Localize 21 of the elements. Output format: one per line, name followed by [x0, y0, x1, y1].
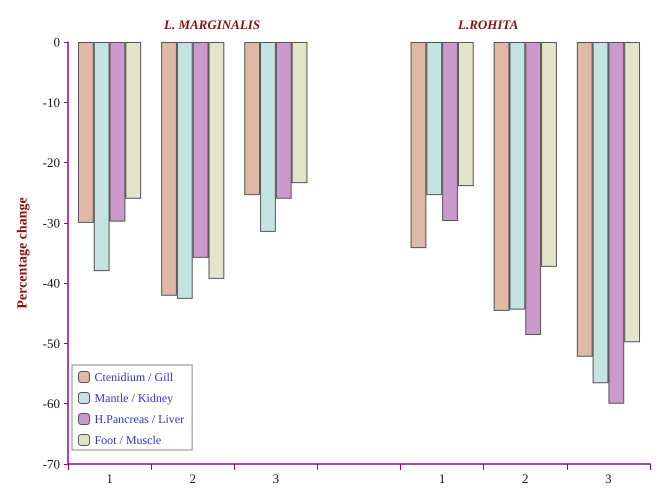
y-tick-label: -40: [42, 276, 60, 291]
y-axis-title: Percentage change: [16, 197, 30, 309]
legend-label: Ctenidium / Gill: [94, 370, 174, 384]
y-tick-label: -60: [42, 396, 60, 412]
y-tick-label: -50: [42, 336, 60, 351]
legend-label: Foot / Muscle: [94, 433, 162, 447]
text: L. MARGINALIS: [163, 17, 260, 32]
x-tick-label: 3: [272, 471, 280, 486]
x-tick-label: 3: [605, 471, 612, 486]
y-tick-label: -30: [42, 215, 60, 230]
y-tick-label: 0: [54, 34, 60, 50]
text: L.ROHITA: [457, 17, 519, 32]
y-tick-label: -10: [42, 94, 60, 110]
x-tick-label: 2: [189, 471, 196, 486]
legend-label: Mantle / Kidney: [94, 391, 174, 405]
y-tick-label: -70: [42, 456, 60, 472]
x-tick-label: 2: [522, 471, 529, 486]
y-tick-label: -20: [42, 155, 60, 170]
legend-label: H.Pancreas / Liver: [94, 412, 184, 426]
x-tick-label: 1: [106, 471, 113, 486]
x-tick-label: 1: [438, 471, 446, 486]
